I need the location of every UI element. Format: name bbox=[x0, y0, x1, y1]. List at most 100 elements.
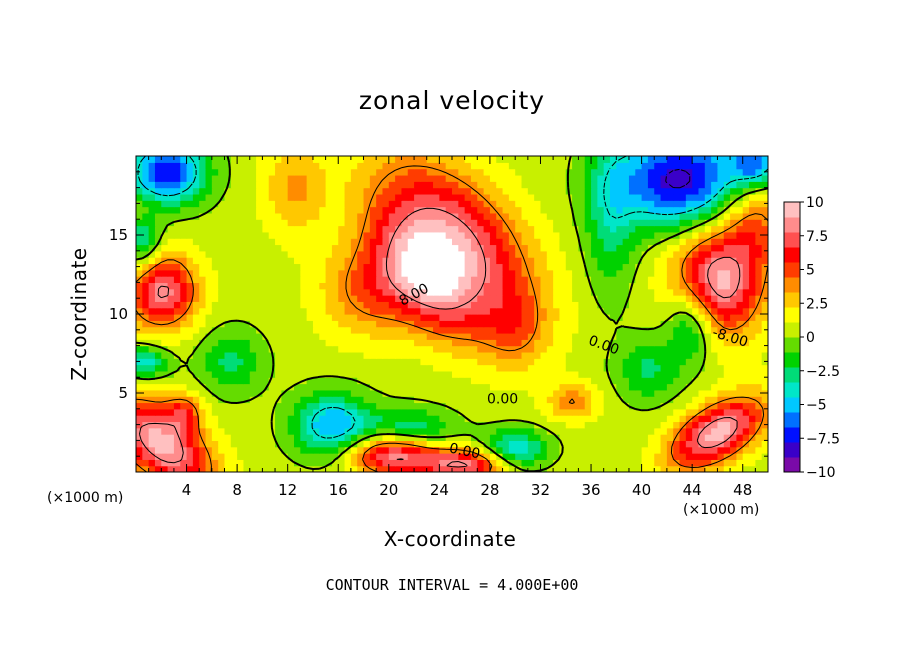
heatmap-cell bbox=[180, 295, 188, 302]
heatmap-cell bbox=[173, 174, 181, 182]
heatmap-cell bbox=[180, 307, 188, 315]
heatmap-cell bbox=[673, 307, 681, 315]
heatmap-cell bbox=[622, 408, 630, 416]
heatmap-cell bbox=[350, 453, 358, 460]
heatmap-cell bbox=[666, 295, 674, 302]
heatmap-cell bbox=[508, 332, 516, 340]
heatmap-cell bbox=[572, 288, 579, 296]
heatmap-cell bbox=[641, 465, 649, 472]
heatmap-cell bbox=[319, 402, 327, 410]
heatmap-cell bbox=[641, 377, 649, 385]
heatmap-cell bbox=[496, 156, 504, 163]
heatmap-cell bbox=[489, 162, 497, 170]
heatmap-cell bbox=[388, 389, 396, 397]
heatmap-cell bbox=[192, 269, 200, 277]
heatmap-cell bbox=[243, 364, 251, 372]
heatmap-cell bbox=[679, 231, 687, 239]
heatmap-cell bbox=[755, 440, 763, 448]
heatmap-cell bbox=[312, 459, 320, 467]
heatmap-cell bbox=[350, 307, 358, 315]
heatmap-cell bbox=[205, 389, 213, 397]
heatmap-cell bbox=[237, 434, 245, 441]
heatmap-cell bbox=[742, 307, 750, 315]
heatmap-cell bbox=[331, 225, 339, 233]
heatmap-cell bbox=[616, 408, 624, 416]
heatmap-cell bbox=[211, 295, 219, 302]
heatmap-cell bbox=[407, 446, 415, 454]
heatmap-cell bbox=[641, 181, 649, 189]
heatmap-cell bbox=[628, 396, 636, 404]
heatmap-cell bbox=[597, 389, 605, 397]
heatmap-cell bbox=[521, 339, 529, 347]
heatmap-cell bbox=[186, 250, 194, 258]
heatmap-cell bbox=[426, 257, 434, 265]
heatmap-cell bbox=[730, 364, 737, 372]
heatmap-cell bbox=[350, 295, 358, 302]
heatmap-cell bbox=[635, 345, 643, 353]
heatmap-cell bbox=[420, 219, 428, 227]
heatmap-cell bbox=[357, 212, 365, 220]
heatmap-cell bbox=[186, 383, 194, 391]
heatmap-cell bbox=[565, 345, 573, 353]
heatmap-cell bbox=[312, 408, 320, 416]
heatmap-cell bbox=[578, 257, 586, 265]
heatmap-cell bbox=[294, 389, 301, 397]
heatmap-cell bbox=[660, 269, 668, 277]
heatmap-cell bbox=[635, 257, 643, 265]
heatmap-cell bbox=[262, 427, 270, 435]
heatmap-cell bbox=[325, 415, 333, 423]
heatmap-cell bbox=[218, 174, 226, 182]
heatmap-cell bbox=[565, 231, 573, 239]
heatmap-cell bbox=[628, 206, 636, 214]
heatmap-cell bbox=[306, 446, 314, 454]
heatmap-cell bbox=[603, 408, 611, 416]
heatmap-cell bbox=[496, 446, 504, 454]
heatmap-cell bbox=[685, 440, 693, 448]
heatmap-cell bbox=[420, 358, 428, 366]
heatmap-cell bbox=[142, 156, 150, 163]
heatmap-cell bbox=[148, 162, 156, 170]
heatmap-cell bbox=[268, 162, 276, 170]
heatmap-cell bbox=[211, 314, 219, 321]
heatmap-cell bbox=[628, 389, 636, 397]
heatmap-cell bbox=[527, 351, 535, 359]
heatmap-cell bbox=[287, 288, 295, 296]
heatmap-cell bbox=[388, 402, 396, 410]
heatmap-cell bbox=[382, 320, 390, 328]
heatmap-cell bbox=[287, 446, 295, 454]
heatmap-cell bbox=[477, 257, 485, 265]
heatmap-cell bbox=[458, 434, 466, 441]
heatmap-cell bbox=[243, 389, 251, 397]
heatmap-cell bbox=[452, 427, 459, 435]
heatmap-cell bbox=[388, 174, 396, 182]
heatmap-cell bbox=[742, 332, 750, 340]
heatmap-cell bbox=[489, 370, 497, 378]
heatmap-cell bbox=[148, 370, 156, 378]
heatmap-cell bbox=[584, 332, 592, 340]
heatmap-cell bbox=[445, 415, 453, 423]
heatmap-cell bbox=[414, 364, 421, 372]
heatmap-cell bbox=[660, 257, 668, 265]
heatmap-cell bbox=[692, 364, 700, 372]
heatmap-cell bbox=[357, 269, 365, 277]
heatmap-cell bbox=[192, 389, 200, 397]
heatmap-cell bbox=[578, 162, 586, 170]
heatmap-cell bbox=[666, 446, 674, 454]
heatmap-cell bbox=[452, 314, 459, 321]
heatmap-cell bbox=[730, 421, 737, 429]
heatmap-cell bbox=[603, 250, 611, 258]
heatmap-cell bbox=[224, 332, 232, 340]
heatmap-cell bbox=[388, 276, 396, 283]
heatmap-cell bbox=[464, 377, 472, 385]
heatmap-cell bbox=[180, 263, 188, 271]
heatmap-cell bbox=[382, 370, 390, 378]
heatmap-cell bbox=[199, 238, 207, 246]
heatmap-cell bbox=[211, 370, 219, 378]
heatmap-cell bbox=[749, 339, 756, 347]
heatmap-cell bbox=[268, 301, 276, 309]
heatmap-cell bbox=[477, 307, 485, 315]
heatmap-cell bbox=[331, 156, 339, 163]
heatmap-cell bbox=[167, 465, 175, 472]
heatmap-cell bbox=[723, 326, 731, 334]
heatmap-cell bbox=[401, 459, 409, 467]
